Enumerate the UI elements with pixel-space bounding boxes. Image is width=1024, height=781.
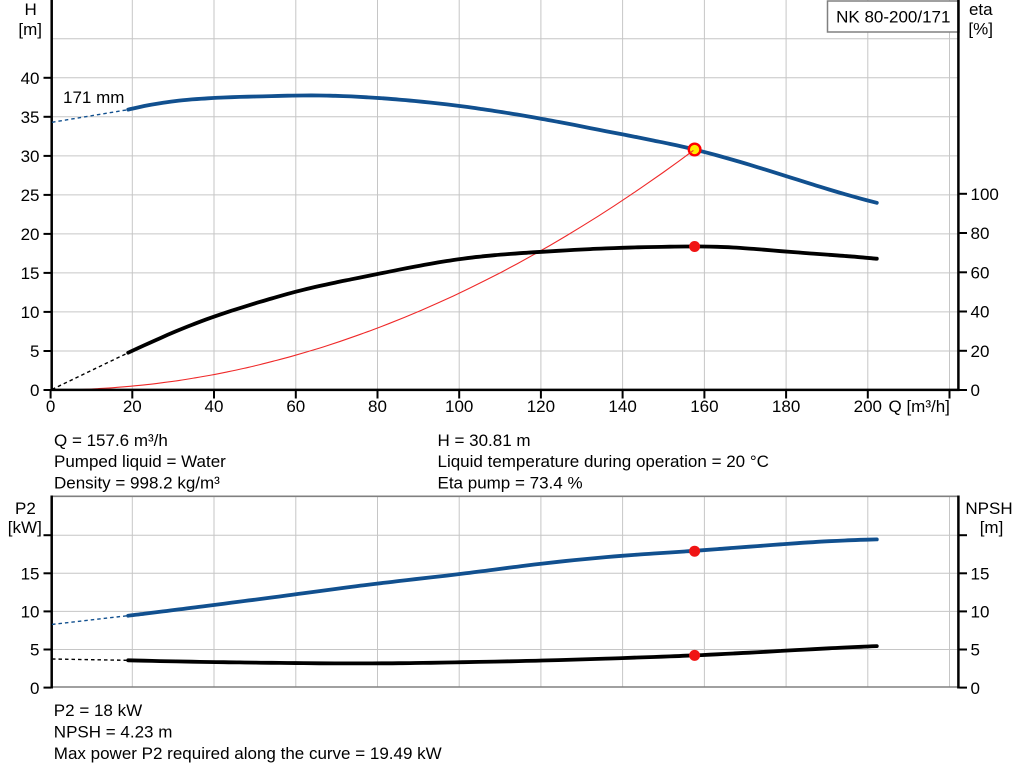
svg-text:200: 200 [854,397,882,416]
svg-text:5: 5 [30,342,39,361]
svg-text:120: 120 [527,397,555,416]
svg-text:40: 40 [21,69,40,88]
svg-text:30: 30 [21,147,40,166]
svg-text:H: H [25,0,37,19]
svg-text:P2 = 18 kW: P2 = 18 kW [54,701,142,720]
svg-text:5: 5 [971,641,980,660]
svg-text:10: 10 [21,303,40,322]
svg-text:NPSH = 4.23 m: NPSH = 4.23 m [54,722,173,741]
svg-text:eta: eta [969,0,993,19]
svg-text:15: 15 [971,565,990,584]
svg-text:0: 0 [971,381,980,400]
svg-text:0: 0 [30,381,39,400]
svg-text:0: 0 [46,397,55,416]
svg-text:Density = 998.2 kg/m³: Density = 998.2 kg/m³ [54,473,220,492]
svg-text:10: 10 [21,603,40,622]
svg-text:Max power P2 required along th: Max power P2 required along the curve = … [54,744,442,763]
svg-text:15: 15 [21,565,40,584]
svg-text:80: 80 [368,397,387,416]
svg-text:H = 30.81 m: H = 30.81 m [438,431,531,450]
svg-text:180: 180 [772,397,800,416]
svg-text:Pumped liquid = Water: Pumped liquid = Water [54,452,226,471]
svg-text:60: 60 [286,397,305,416]
svg-text:35: 35 [21,108,40,127]
svg-text:5: 5 [30,641,39,660]
svg-text:[m]: [m] [980,518,1004,537]
svg-text:[m]: [m] [18,20,42,39]
svg-text:100: 100 [445,397,473,416]
svg-text:25: 25 [21,186,40,205]
svg-text:20: 20 [21,225,40,244]
svg-text:171 mm: 171 mm [63,88,124,107]
svg-text:0: 0 [30,679,39,698]
svg-text:100: 100 [971,185,999,204]
svg-text:P2: P2 [15,499,36,518]
svg-text:40: 40 [205,397,224,416]
svg-text:40: 40 [971,303,990,322]
svg-text:160: 160 [690,397,718,416]
svg-text:Q [m³/h]: Q [m³/h] [889,397,950,416]
svg-text:80: 80 [971,224,990,243]
svg-text:10: 10 [971,603,990,622]
svg-text:140: 140 [608,397,636,416]
svg-text:20: 20 [123,397,142,416]
svg-text:60: 60 [971,264,990,283]
svg-text:NPSH: NPSH [965,499,1012,518]
svg-text:Eta pump = 73.4 %: Eta pump = 73.4 % [438,473,583,492]
svg-text:15: 15 [21,264,40,283]
svg-text:20: 20 [971,342,990,361]
svg-text:0: 0 [971,679,980,698]
svg-text:NK 80-200/171: NK 80-200/171 [836,8,950,27]
svg-text:[kW]: [kW] [8,518,42,537]
svg-text:Liquid temperature during oper: Liquid temperature during operation = 20… [438,452,769,471]
svg-text:Q = 157.6 m³/h: Q = 157.6 m³/h [54,431,168,450]
svg-text:[%]: [%] [968,19,993,38]
